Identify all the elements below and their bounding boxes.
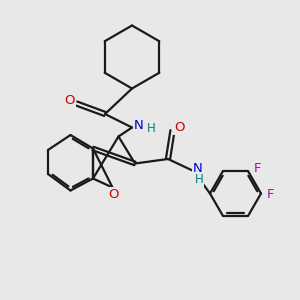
Text: H: H [147, 122, 156, 136]
Text: F: F [266, 188, 274, 202]
Text: F: F [254, 162, 261, 175]
Text: H: H [194, 173, 203, 186]
Text: O: O [108, 188, 118, 201]
Text: O: O [65, 94, 75, 107]
Text: O: O [174, 121, 184, 134]
Text: N: N [134, 119, 143, 132]
Text: N: N [193, 161, 203, 175]
